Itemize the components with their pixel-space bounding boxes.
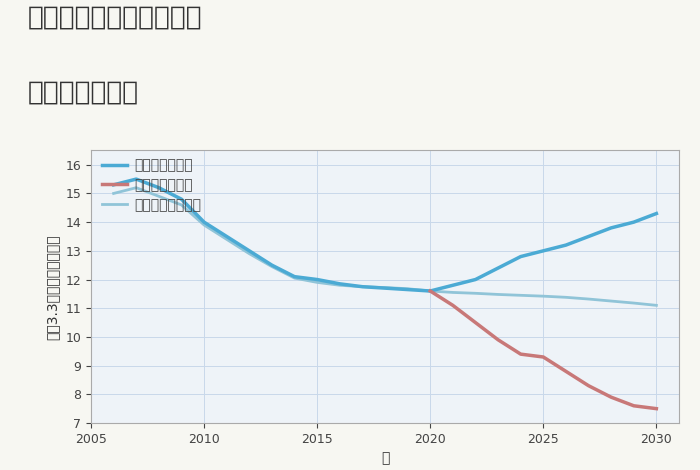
バッドシナリオ xyxy=(629,403,638,408)
グッドシナリオ xyxy=(267,262,276,268)
グッドシナリオ xyxy=(539,248,547,254)
ノーマルシナリオ xyxy=(426,288,435,294)
ノーマルシナリオ xyxy=(381,285,389,290)
ノーマルシナリオ xyxy=(155,194,163,199)
グッドシナリオ xyxy=(629,219,638,225)
グッドシナリオ xyxy=(426,288,435,294)
バッドシナリオ xyxy=(517,351,525,357)
グッドシナリオ xyxy=(245,248,253,254)
ノーマルシナリオ xyxy=(629,300,638,306)
ノーマルシナリオ xyxy=(335,282,344,288)
X-axis label: 年: 年 xyxy=(381,451,389,465)
ノーマルシナリオ xyxy=(494,291,503,297)
ノーマルシナリオ xyxy=(403,286,412,291)
グッドシナリオ xyxy=(494,265,503,271)
ノーマルシナリオ xyxy=(313,280,321,285)
ノーマルシナリオ xyxy=(449,290,457,295)
ノーマルシナリオ xyxy=(132,185,141,190)
ノーマルシナリオ xyxy=(471,290,480,296)
グッドシナリオ xyxy=(177,196,186,202)
バッドシナリオ xyxy=(449,303,457,308)
グッドシナリオ xyxy=(155,185,163,190)
Line: バッドシナリオ: バッドシナリオ xyxy=(430,291,657,408)
グッドシナリオ xyxy=(223,234,231,239)
グッドシナリオ xyxy=(132,176,141,182)
ノーマルシナリオ xyxy=(652,303,661,308)
ノーマルシナリオ xyxy=(223,236,231,242)
バッドシナリオ xyxy=(652,406,661,411)
グッドシナリオ xyxy=(335,281,344,287)
バッドシナリオ xyxy=(471,320,480,325)
ノーマルシナリオ xyxy=(517,292,525,298)
ノーマルシナリオ xyxy=(177,202,186,208)
グッドシナリオ xyxy=(471,277,480,282)
ノーマルシナリオ xyxy=(607,298,615,304)
ノーマルシナリオ xyxy=(290,275,299,281)
バッドシナリオ xyxy=(584,383,593,389)
ノーマルシナリオ xyxy=(267,264,276,269)
グッドシナリオ xyxy=(200,219,209,225)
グッドシナリオ xyxy=(290,274,299,280)
Line: ノーマルシナリオ: ノーマルシナリオ xyxy=(113,188,657,306)
グッドシナリオ xyxy=(607,225,615,231)
ノーマルシナリオ xyxy=(245,251,253,257)
ノーマルシナリオ xyxy=(109,191,118,196)
バッドシナリオ xyxy=(539,354,547,360)
ノーマルシナリオ xyxy=(561,295,570,300)
Y-axis label: 坪（3.3㎡）単価（万円）: 坪（3.3㎡）単価（万円） xyxy=(46,234,60,339)
グッドシナリオ xyxy=(584,234,593,239)
グッドシナリオ xyxy=(517,254,525,259)
グッドシナリオ xyxy=(358,284,367,290)
Line: グッドシナリオ: グッドシナリオ xyxy=(113,179,657,291)
Text: 土地の価格推移: 土地の価格推移 xyxy=(28,80,139,106)
グッドシナリオ xyxy=(109,182,118,188)
ノーマルシナリオ xyxy=(584,296,593,302)
グッドシナリオ xyxy=(449,282,457,288)
Text: 三重県津市一志町石橋の: 三重県津市一志町石橋の xyxy=(28,5,202,31)
ノーマルシナリオ xyxy=(358,284,367,290)
ノーマルシナリオ xyxy=(200,222,209,228)
バッドシナリオ xyxy=(561,368,570,374)
バッドシナリオ xyxy=(607,394,615,400)
グッドシナリオ xyxy=(403,287,412,292)
バッドシナリオ xyxy=(426,288,435,294)
グッドシナリオ xyxy=(652,211,661,216)
バッドシナリオ xyxy=(494,337,503,343)
グッドシナリオ xyxy=(561,242,570,248)
ノーマルシナリオ xyxy=(539,293,547,299)
グッドシナリオ xyxy=(313,277,321,282)
Legend: グッドシナリオ, バッドシナリオ, ノーマルシナリオ: グッドシナリオ, バッドシナリオ, ノーマルシナリオ xyxy=(97,153,207,217)
グッドシナリオ xyxy=(381,285,389,291)
